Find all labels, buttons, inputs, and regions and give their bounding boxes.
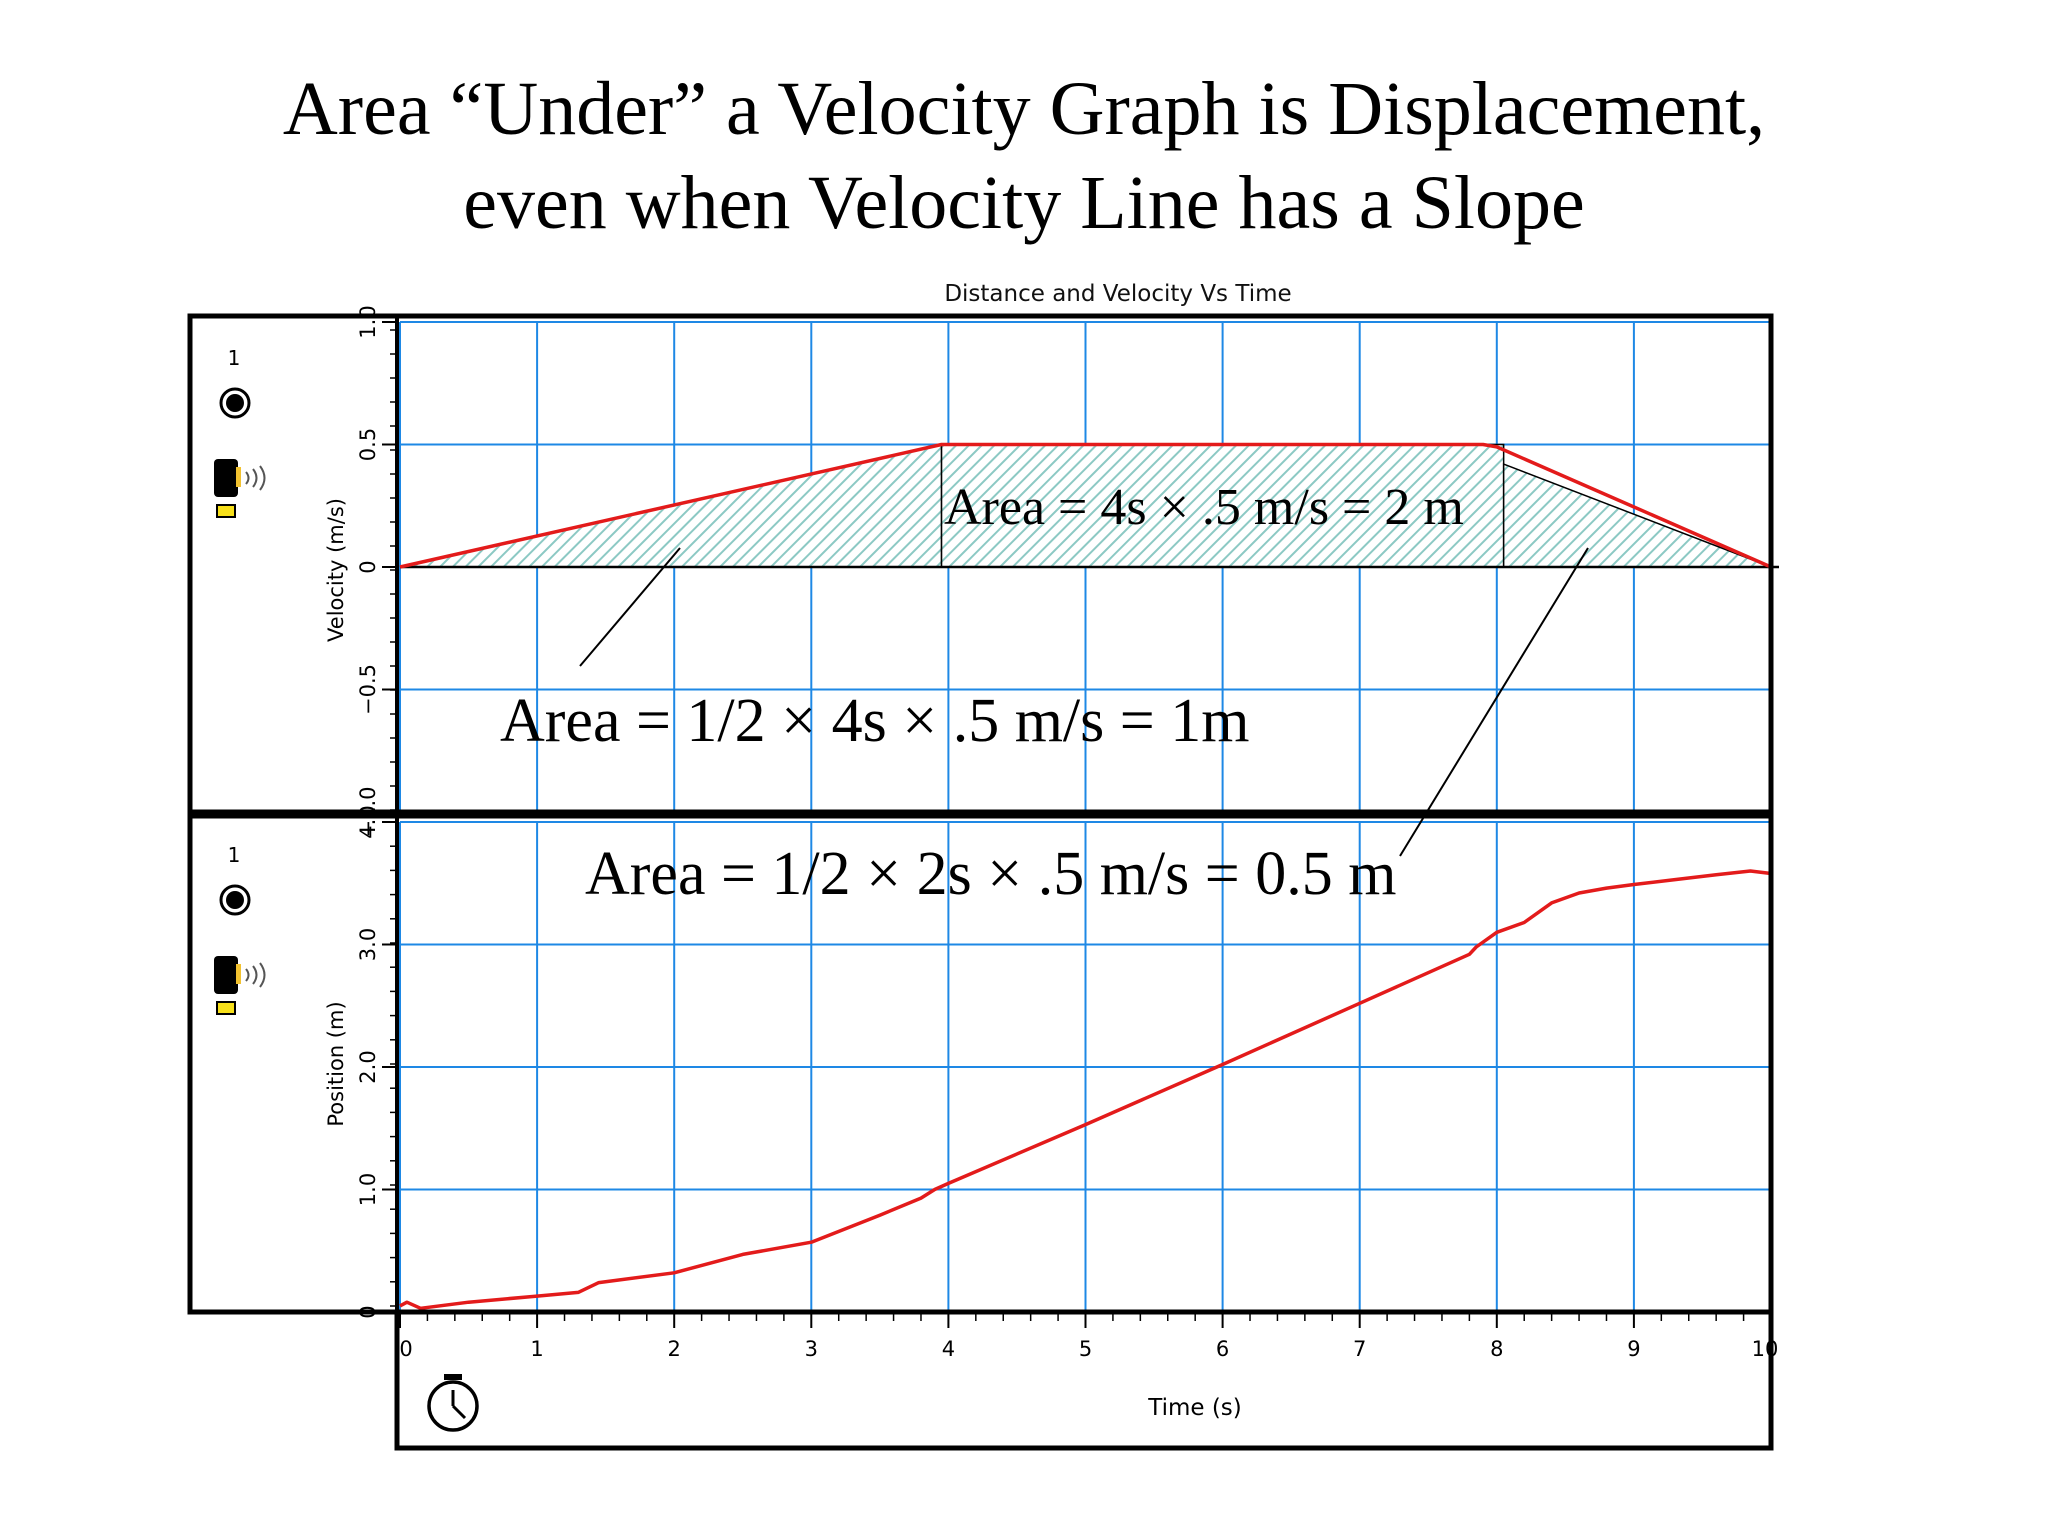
x-tick-label: 0	[399, 1337, 412, 1361]
position-y-axis: 4.0 3.0 2.0 1.0 0 Position (m)	[324, 805, 397, 1319]
annotation-rectangle-area: Area = 4s × .5 m/s = 2 m	[944, 479, 1464, 536]
sensor-dot-icon-core	[226, 891, 244, 909]
stopwatch-crown	[444, 1374, 462, 1380]
velocity-tick-label: 0	[356, 560, 380, 573]
velocity-tick-label: 0.5	[356, 428, 380, 461]
velocity-tick-label: −0.5	[356, 664, 380, 715]
detector-waves	[245, 465, 266, 491]
position-tick-label: 4.0	[356, 805, 380, 838]
velocity-panel-frame	[187, 313, 1774, 815]
velocity-sensor-number: 1	[228, 346, 241, 370]
slide-title-line-2: even when Velocity Line has a Slope	[463, 161, 1585, 245]
detector-face	[236, 467, 241, 487]
detector-face	[236, 964, 241, 984]
detector-body	[214, 459, 238, 497]
x-tick-label: 1	[530, 1337, 543, 1361]
detector-battery	[216, 504, 236, 518]
x-tick-label: 6	[1216, 1337, 1229, 1361]
x-tick-label: 10	[1752, 1337, 1779, 1361]
x-axis-label: Time (s)	[1147, 1395, 1242, 1421]
x-axis: 0 1 2 3 4 5 6 7 8 9 10 Time (s)	[399, 1312, 1778, 1421]
position-axis-label: Position (m)	[324, 1001, 348, 1126]
motion-detector-icon	[214, 956, 266, 1015]
x-tick-label: 2	[668, 1337, 681, 1361]
position-sensor: 1	[214, 843, 266, 1015]
area-region-3	[1502, 463, 1772, 568]
x-tick-label: 9	[1627, 1337, 1640, 1361]
annotation-first-triangle-area: Area = 1/2 × 4s × .5 m/s = 1m	[500, 687, 1249, 755]
detector-battery	[216, 1001, 236, 1015]
x-tick-label: 4	[942, 1337, 955, 1361]
slide-title-line-1: Area “Under” a Velocity Graph is Displac…	[282, 67, 1766, 151]
detector-waves	[245, 962, 266, 988]
x-tick-label: 5	[1079, 1337, 1092, 1361]
position-sensor-number: 1	[228, 843, 241, 867]
position-tick-label: 1.0	[356, 1173, 380, 1206]
velocity-series-line	[399, 442, 1772, 569]
motion-detector-icon	[214, 459, 266, 518]
leader-line-triangle-2	[1399, 547, 1589, 857]
chart-title: Distance and Velocity Vs Time	[944, 281, 1291, 307]
velocity-axis-label: Velocity (m/s)	[324, 498, 348, 642]
position-tick-label: 3.0	[356, 928, 380, 961]
leader-line-triangle-1	[579, 547, 681, 667]
x-tick-label: 7	[1353, 1337, 1366, 1361]
velocity-y-axis: 1.0 0.5 0 −0.5 −1.0 Velocity (m/s)	[324, 305, 397, 838]
velocity-tick-label: 1.0	[356, 305, 380, 338]
x-tick-label: 8	[1490, 1337, 1503, 1361]
sensor-dot-icon-core	[226, 394, 244, 412]
x-tick-label: 3	[805, 1337, 818, 1361]
time-axis-frame	[394, 1309, 1774, 1451]
position-tick-label: 0	[356, 1305, 380, 1318]
annotation-last-triangle-area: Area = 1/2 × 2s × .5 m/s = 0.5 m	[585, 840, 1396, 908]
stopwatch-hand-2	[451, 1404, 467, 1420]
slide-title: Area “Under” a Velocity Graph is Displac…	[0, 62, 2048, 250]
position-series-line	[399, 869, 1772, 1311]
position-tick-label: 2.0	[356, 1050, 380, 1083]
velocity-sensor: 1	[214, 346, 266, 518]
velocity-tick-label: −1.0	[356, 787, 380, 838]
stopwatch-icon	[427, 1374, 479, 1432]
detector-body	[214, 956, 238, 994]
